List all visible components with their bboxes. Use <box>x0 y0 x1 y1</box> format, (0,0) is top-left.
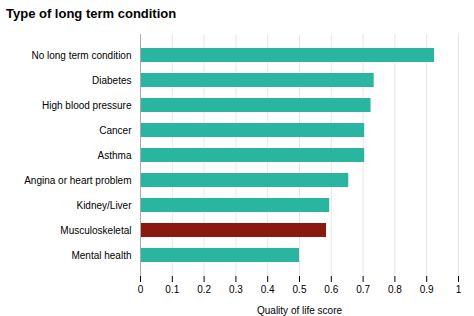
svg-text:Diabetes: Diabetes <box>92 75 131 86</box>
html-text:Type of long term condition: Type of long term condition <box>6 6 177 21</box>
svg-text:0.9: 0.9 <box>420 284 434 295</box>
svg-text:0: 0 <box>138 284 144 295</box>
svg-text:0.4: 0.4 <box>261 284 275 295</box>
svg-text:0.1: 0.1 <box>165 284 179 295</box>
svg-text:Quality of life score: Quality of life score <box>257 305 342 316</box>
svg-text:Mental health: Mental health <box>71 250 131 261</box>
svg-text:Musculoskeletal: Musculoskeletal <box>60 225 131 236</box>
svg-text:Angina or heart problem: Angina or heart problem <box>24 175 131 186</box>
svg-text:Kidney/Liver: Kidney/Liver <box>76 200 132 211</box>
svg-text:0.2: 0.2 <box>197 284 211 295</box>
svg-text:High blood pressure: High blood pressure <box>42 100 132 111</box>
svg-text:Asthma: Asthma <box>98 150 132 161</box>
svg-text:0.7: 0.7 <box>356 284 370 295</box>
svg-text:No long term condition: No long term condition <box>31 50 131 61</box>
svg-text:0.3: 0.3 <box>229 284 243 295</box>
svg-text:Cancer: Cancer <box>99 125 132 136</box>
svg-text:0.8: 0.8 <box>388 284 402 295</box>
svg-text:0.5: 0.5 <box>293 284 307 295</box>
svg-text:1: 1 <box>456 284 462 295</box>
svg-text:0.6: 0.6 <box>324 284 338 295</box>
